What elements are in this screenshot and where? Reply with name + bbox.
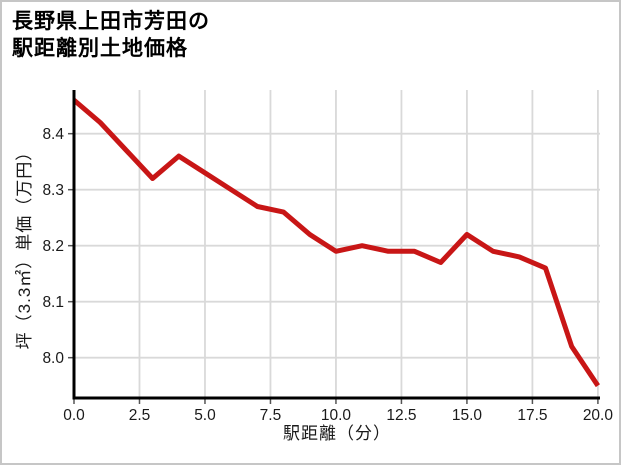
- x-tick-label: 0.0: [63, 407, 85, 424]
- x-tick-label: 2.5: [129, 407, 151, 424]
- x-tick-label: 10.0: [321, 407, 352, 424]
- chart-title-line-1: 長野県上田市芳田の: [12, 10, 210, 33]
- y-tick-label: 8.3: [42, 182, 64, 199]
- y-axis-label: 坪（3.3㎡）単価（万円）: [15, 142, 34, 350]
- y-tick-label: 8.0: [42, 350, 64, 367]
- x-tick-label: 7.5: [260, 407, 282, 424]
- x-axis-label: 駅距離（分）: [283, 424, 391, 443]
- y-tick-label: 8.1: [42, 294, 64, 311]
- y-tick-label: 8.2: [42, 238, 64, 255]
- chart-title: 長野県上田市芳田の 駅距離別土地価格: [12, 8, 210, 62]
- x-tick-label: 20.0: [583, 407, 614, 424]
- chart-title-line-2: 駅距離別土地価格: [12, 37, 188, 60]
- x-tick-label: 17.5: [517, 407, 547, 424]
- y-tick-label: 8.4: [42, 126, 64, 143]
- price-line: [72, 98, 600, 388]
- x-tick-label: 5.0: [194, 407, 216, 424]
- x-tick-label: 12.5: [386, 407, 416, 424]
- x-tick-label: 15.0: [452, 407, 483, 424]
